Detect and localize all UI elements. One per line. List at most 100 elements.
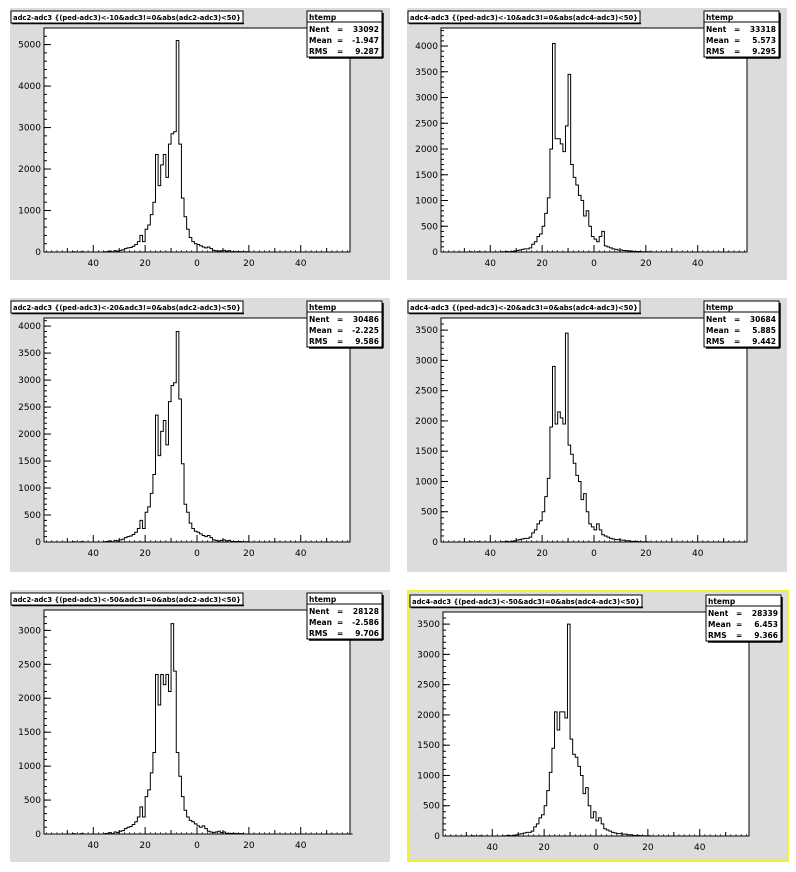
stats-rms-equals: = (736, 631, 742, 640)
y-tick-label: 2000 (18, 694, 41, 704)
histogram-pad-3[interactable]: 0 500 1000 1500 2000 2500 3000 3500 4000 40 20 0 20 4… (10, 298, 390, 572)
y-tick-label: 1000 (18, 484, 41, 494)
plot-frame (43, 609, 351, 835)
stats-mean-label: Mean (708, 620, 731, 629)
stats-title: htemp (706, 303, 734, 312)
histogram-title: adc2-adc3 {(ped-adc3)<-10&adc3!=0&abs(ad… (13, 13, 241, 22)
stats-rms-label: RMS (309, 629, 328, 638)
histogram-pad-2[interactable]: 0 500 1000 1500 2000 2500 3000 3500 4000 40 20 0 20 4… (407, 8, 787, 280)
x-tick-label: 0 (194, 841, 200, 851)
stats-rms-value: 9.287 (355, 47, 379, 56)
x-tick-label: 20 (640, 259, 652, 269)
x-tick-label: 20 (243, 549, 255, 559)
stats-entries-equals: = (337, 607, 343, 616)
x-tick-label: 0 (591, 549, 597, 559)
stats-rms-label: RMS (706, 337, 725, 346)
stats-box (703, 300, 780, 348)
stats-mean-equals: = (337, 36, 343, 45)
y-tick-label: 2000 (18, 165, 41, 175)
y-tick-label: 3500 (18, 349, 41, 359)
y-tick-label: 2000 (415, 417, 438, 427)
stats-entries-equals: = (734, 25, 740, 34)
y-tick-label: 4000 (415, 42, 438, 52)
plot-frame (440, 27, 748, 253)
stats-rms-label: RMS (309, 47, 328, 56)
histogram-line (441, 332, 747, 543)
histogram-pad-6[interactable]: 0 500 1000 1500 2000 2500 3000 3500 40 20 0 20 40 adc… (407, 590, 789, 862)
y-tick-label: 2500 (415, 119, 438, 129)
y-tick-label: 500 (24, 511, 41, 521)
y-tick-label: 2000 (417, 711, 440, 721)
histogram-title: adc4-adc3 {(ped-adc3)<-10&adc3!=0&abs(ad… (410, 13, 638, 22)
y-tick-label: 0 (434, 832, 440, 842)
x-tick-label: 0 (194, 549, 200, 559)
y-tick-label: 1000 (18, 207, 41, 217)
y-tick-label: 3000 (18, 376, 41, 386)
x-tick-label: 40 (88, 549, 100, 559)
histogram-line (44, 623, 353, 835)
stats-entries-label: Nent (706, 25, 727, 34)
stats-rms-value: 9.706 (355, 629, 379, 638)
stats-box (306, 592, 383, 640)
y-tick-label: 1500 (18, 457, 41, 467)
y-tick-label: 3000 (18, 626, 41, 636)
y-tick-label: 5000 (18, 41, 41, 51)
y-tick-label: 1500 (415, 171, 438, 181)
stats-mean-label: Mean (706, 326, 729, 335)
stats-title: htemp (309, 13, 337, 22)
x-tick-label: 20 (538, 843, 550, 853)
histogram-pad-4[interactable]: 0 500 1000 1500 2000 2500 3000 3500 40 20 0 20 40 adc… (407, 298, 787, 572)
y-tick-label: 0 (432, 248, 438, 258)
y-tick-label: 1500 (415, 447, 438, 457)
y-tick-label: 3000 (18, 124, 41, 134)
stats-mean-label: Mean (309, 36, 332, 45)
x-tick-label: 40 (692, 549, 704, 559)
y-tick-label: 500 (421, 508, 438, 518)
x-tick-label: 20 (243, 259, 255, 269)
histogram-pad-5[interactable]: 0 500 1000 1500 2000 2500 3000 40 20 0 20 40 adc2-ad… (10, 590, 390, 862)
y-tick-label: 1000 (18, 762, 41, 772)
stats-title: htemp (706, 13, 734, 22)
stats-mean-value: 6.453 (754, 620, 778, 629)
stats-entries-value: 33318 (750, 25, 776, 34)
histogram-pad-1[interactable]: 0 1000 2000 3000 4000 5000 40 20 0 20 40 adc2-adc3 … (10, 8, 390, 280)
x-tick-label: 40 (694, 843, 706, 853)
stats-box (705, 594, 782, 642)
y-tick-label: 500 (24, 796, 41, 806)
stats-mean-label: Mean (309, 618, 332, 627)
y-tick-label: 1000 (415, 197, 438, 207)
histogram-svg: 0 1000 2000 3000 4000 5000 40 20 0 20 40 adc2-adc3 … (10, 10, 384, 269)
stats-entries-label: Nent (309, 315, 330, 324)
stats-rms-value: 9.366 (754, 631, 778, 640)
stats-box (703, 10, 780, 58)
stats-rms-equals: = (734, 47, 740, 56)
x-tick-label: 40 (692, 259, 704, 269)
histogram-svg: 0 500 1000 1500 2000 2500 3000 3500 4000 40 20 0 20 4… (10, 300, 384, 559)
histogram-title: adc2-adc3 {(ped-adc3)<-20&adc3!=0&abs(ad… (13, 303, 241, 312)
stats-rms-label: RMS (309, 337, 328, 346)
y-tick-label: 1000 (415, 477, 438, 487)
y-tick-label: 2000 (415, 145, 438, 155)
stats-mean-value: -2.225 (352, 326, 379, 335)
stats-rms-label: RMS (706, 47, 725, 56)
stats-entries-label: Nent (309, 25, 330, 34)
y-tick-label: 4000 (18, 322, 41, 332)
x-tick-label: 20 (139, 841, 151, 851)
plot-frame (442, 611, 750, 837)
x-tick-label: 40 (295, 549, 307, 559)
stats-box (306, 300, 383, 348)
stats-entries-value: 33092 (353, 25, 379, 34)
y-tick-label: 3000 (415, 94, 438, 104)
y-tick-label: 500 (421, 222, 438, 232)
x-tick-label: 20 (243, 841, 255, 851)
x-tick-label: 0 (593, 843, 599, 853)
y-tick-label: 2500 (18, 660, 41, 670)
x-tick-label: 20 (139, 259, 151, 269)
x-tick-label: 40 (295, 259, 307, 269)
stats-entries-equals: = (734, 315, 740, 324)
stats-mean-value: -2.586 (352, 618, 379, 627)
stats-mean-label: Mean (309, 326, 332, 335)
x-tick-label: 0 (591, 259, 597, 269)
stats-mean-value: -1.947 (352, 36, 379, 45)
stats-rms-label: RMS (708, 631, 727, 640)
